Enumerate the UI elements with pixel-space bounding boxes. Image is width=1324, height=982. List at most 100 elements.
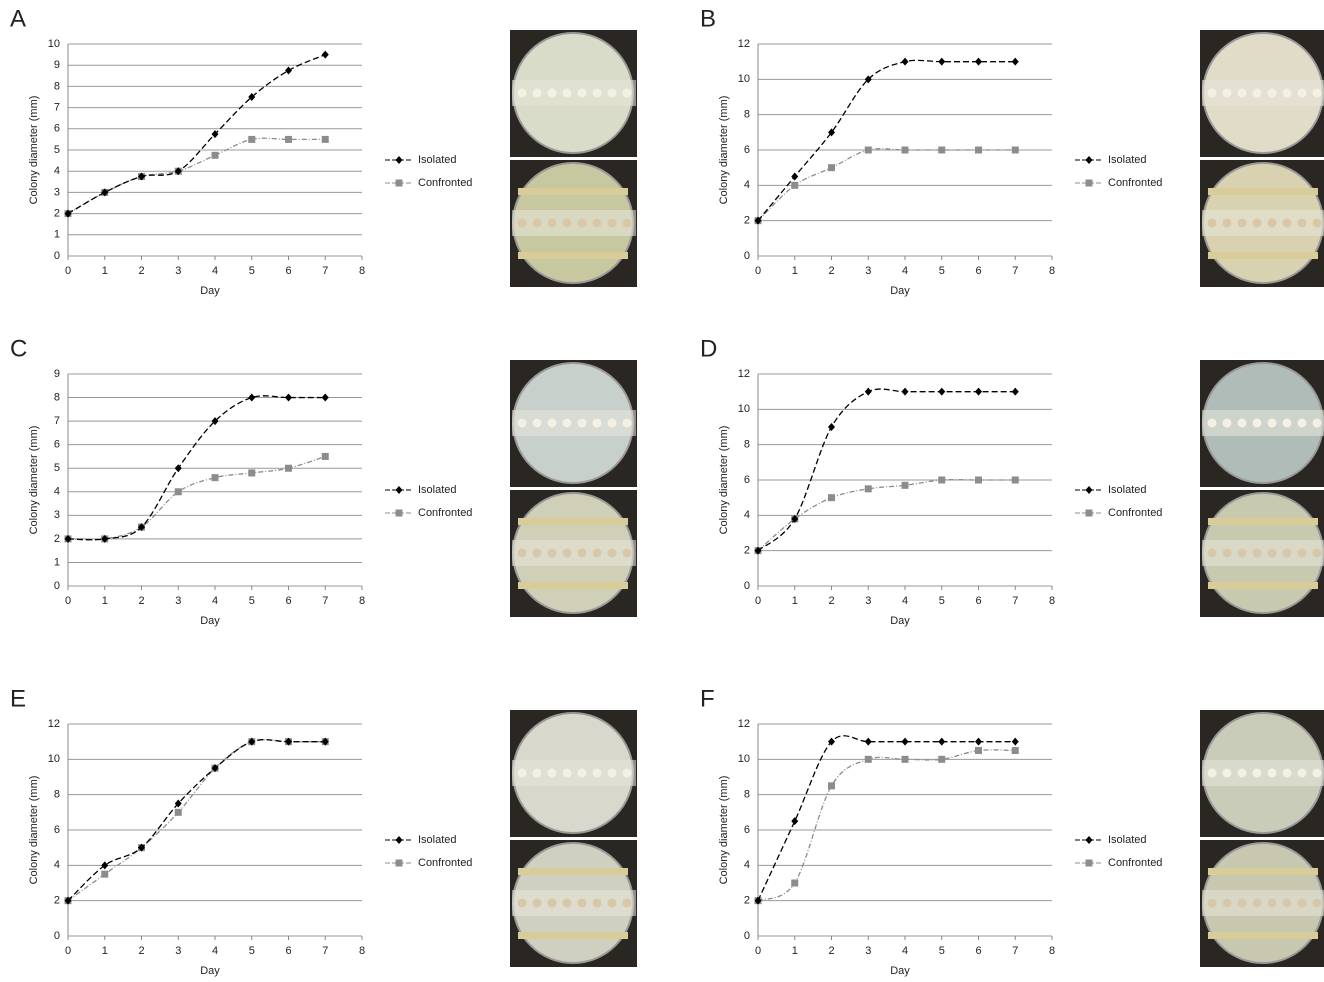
panel-label: B	[700, 5, 716, 32]
marker	[901, 481, 909, 489]
y-tick-label: 0	[744, 250, 750, 262]
x-tick-label: 3	[865, 595, 871, 607]
x-tick-label: 6	[975, 945, 981, 957]
y-tick-label: 9	[54, 59, 60, 71]
marker	[1011, 737, 1019, 746]
y-tick-label: 0	[744, 930, 750, 942]
colony	[622, 418, 632, 428]
x-tick-label: 8	[1049, 945, 1055, 957]
panel-label: E	[10, 685, 26, 712]
y-tick-label: 6	[54, 439, 60, 451]
y-tick-label: 4	[744, 179, 750, 191]
x-tick-label: 0	[65, 265, 71, 277]
marker	[321, 393, 329, 402]
marker	[248, 135, 256, 143]
colony	[562, 418, 572, 428]
legend-label: Confronted	[418, 857, 472, 869]
y-tick-label: 4	[744, 509, 750, 521]
colony	[592, 418, 602, 428]
marker	[975, 387, 982, 396]
colony	[1237, 418, 1247, 428]
marker	[248, 737, 256, 746]
y-tick-label: 2	[744, 545, 750, 557]
colony	[1282, 548, 1292, 558]
legend-label: Confronted	[418, 177, 472, 189]
marker	[174, 167, 182, 176]
legend-label: Confronted	[1108, 857, 1162, 869]
marker	[901, 387, 909, 396]
marker	[395, 156, 403, 164]
x-axis-label: Day	[200, 615, 220, 627]
colony	[1312, 898, 1322, 908]
marker	[395, 836, 403, 844]
colony	[1267, 768, 1277, 778]
confront-band	[518, 868, 628, 875]
colony	[622, 548, 632, 558]
marker	[174, 464, 182, 473]
colony	[517, 898, 527, 908]
x-tick-label: 4	[212, 595, 218, 607]
x-tick-label: 1	[792, 265, 798, 277]
marker	[938, 146, 946, 154]
marker	[1011, 57, 1019, 66]
y-tick-label: 8	[744, 109, 750, 121]
colony	[532, 218, 542, 228]
colony	[577, 898, 587, 908]
colony	[1297, 898, 1307, 908]
series-line	[67, 54, 326, 215]
colony	[562, 218, 572, 228]
marker	[1085, 859, 1093, 867]
strip	[512, 890, 636, 916]
y-tick-label: 4	[54, 165, 60, 177]
marker	[864, 485, 872, 493]
legend-label: Isolated	[418, 484, 457, 496]
marker	[901, 737, 909, 746]
y-tick-label: 2	[744, 215, 750, 227]
colony	[577, 88, 587, 98]
colony	[622, 218, 632, 228]
y-tick-label: 7	[54, 415, 60, 427]
marker	[211, 130, 219, 139]
colony	[1252, 218, 1262, 228]
confront-band	[1208, 188, 1318, 195]
colony	[1297, 418, 1307, 428]
marker	[828, 164, 835, 172]
colony	[1237, 898, 1247, 908]
x-tick-label: 2	[828, 265, 834, 277]
colony	[547, 898, 557, 908]
x-tick-label: 7	[322, 945, 328, 957]
colony	[1282, 88, 1292, 98]
marker	[211, 764, 219, 773]
x-tick-label: 2	[138, 595, 144, 607]
confront-band	[518, 252, 628, 259]
colony	[592, 898, 602, 908]
colony	[1207, 898, 1217, 908]
colony	[532, 88, 542, 98]
x-axis-label: Day	[890, 615, 910, 627]
x-tick-label: 7	[1012, 945, 1018, 957]
y-tick-label: 10	[738, 753, 750, 765]
marker	[285, 393, 292, 402]
marker	[938, 755, 946, 763]
x-tick-label: 6	[285, 945, 291, 957]
colony	[547, 218, 557, 228]
marker	[285, 737, 292, 746]
confront-band	[1208, 868, 1318, 875]
y-tick-label: 2	[54, 208, 60, 220]
y-tick-label: 6	[744, 144, 750, 156]
colony	[1237, 768, 1247, 778]
legend-label: Isolated	[418, 834, 457, 846]
y-tick-label: 12	[48, 718, 60, 730]
x-tick-label: 6	[285, 595, 291, 607]
marker	[211, 417, 219, 426]
colony	[607, 418, 617, 428]
x-tick-label: 2	[138, 265, 144, 277]
y-tick-label: 0	[54, 930, 60, 942]
colony	[1252, 898, 1262, 908]
x-tick-label: 2	[828, 945, 834, 957]
confront-band	[1208, 932, 1318, 939]
marker	[938, 57, 946, 66]
colony	[562, 548, 572, 558]
